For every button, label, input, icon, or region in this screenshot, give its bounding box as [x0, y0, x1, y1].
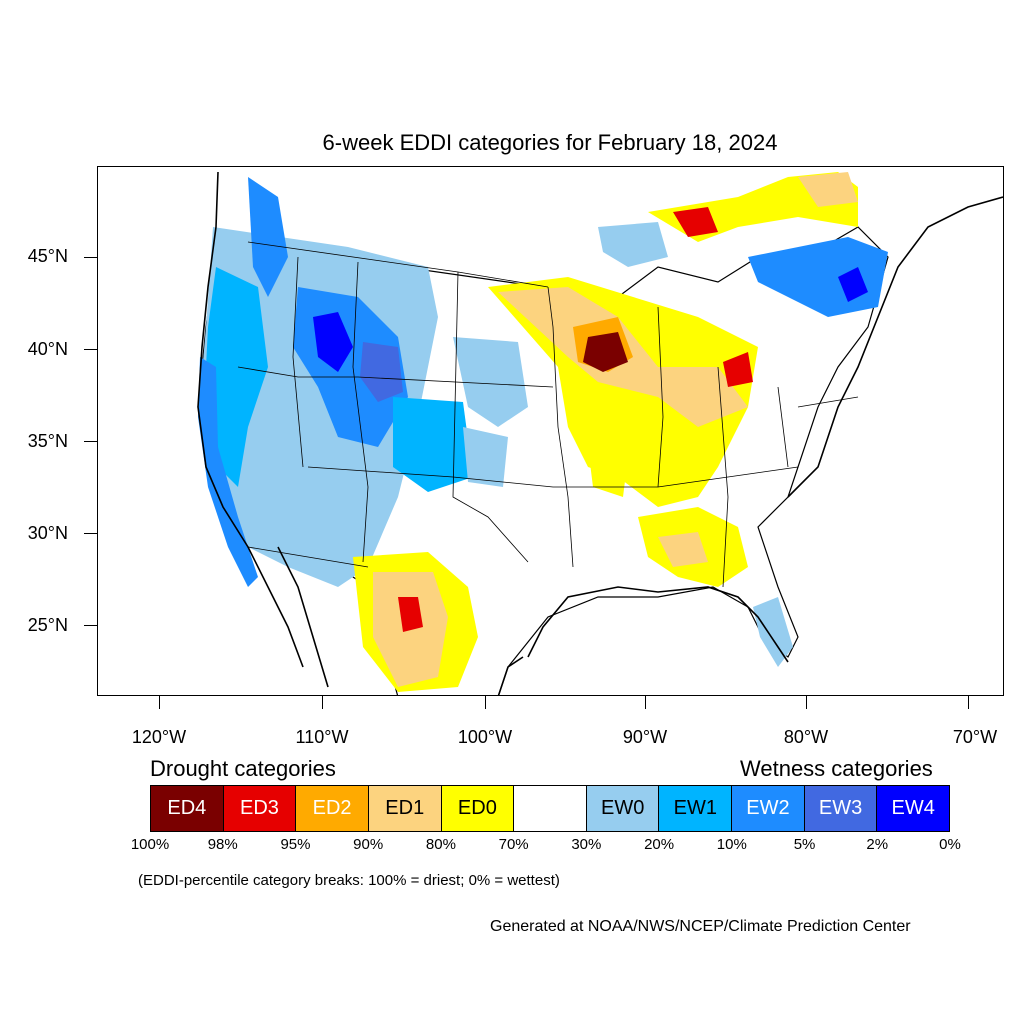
wet-region-idaho-ew4	[313, 312, 353, 372]
legend-swatch-ed3: ED3	[223, 786, 297, 831]
lon-tick-70	[968, 696, 969, 709]
category-legend-bar: ED4 ED3 ED2 ED1 ED0 EW0 EW1 EW2 EW3 EW4	[150, 785, 950, 832]
legend-swatch-ew1: EW1	[659, 786, 733, 831]
wetness-categories-heading: Wetness categories	[740, 756, 933, 781]
drought-region-ontario-ed1	[798, 172, 858, 207]
percentile-break-label: 30%	[571, 836, 602, 853]
lon-tick-120	[159, 696, 160, 709]
lon-label-80: 80°W	[783, 727, 829, 747]
coastlines	[197, 171, 1003, 695]
legend-swatch-ed0: ED0	[441, 786, 515, 831]
percentile-break-label: 95%	[280, 836, 311, 853]
lat-tick-40	[84, 349, 97, 350]
drought-region-southeast-ed1	[658, 532, 708, 567]
wet-region-ontario	[598, 222, 668, 267]
map-title: 6-week EDDI categories for February 18, …	[322, 130, 778, 155]
lat-label-35: 35°N	[27, 431, 68, 451]
lat-tick-25	[84, 625, 97, 626]
drought-region-michigan-ed3	[723, 352, 753, 387]
lon-tick-90	[645, 696, 646, 709]
credit-line: Generated at NOAA/NWS/NCEP/Climate Predi…	[490, 918, 911, 935]
drought-region-wisconsin-ed4	[583, 332, 628, 372]
legend-swatch-neutral	[514, 786, 587, 831]
legend-swatch-ew0: EW0	[586, 786, 660, 831]
legend-swatch-ed2: ED2	[296, 786, 369, 831]
wet-region-plains2	[463, 427, 508, 487]
legend-swatch-ew3: EW3	[804, 786, 878, 831]
percentile-break-label: 2%	[866, 836, 889, 853]
lon-label-90: 90°W	[622, 727, 668, 747]
lon-label-70: 70°W	[952, 727, 998, 747]
legend-swatch-ew2: EW2	[732, 786, 805, 831]
map-panel	[97, 166, 1004, 696]
wet-region-florida	[753, 597, 793, 667]
lat-tick-35	[84, 441, 97, 442]
wet-region-plains	[453, 337, 528, 427]
drought-categories-heading: Drought categories	[150, 756, 336, 781]
percentile-break-label: 70%	[498, 836, 529, 853]
lon-tick-110	[322, 696, 323, 709]
lon-tick-100	[485, 696, 486, 709]
wet-region-west-ew1	[204, 267, 268, 487]
lon-label-110: 110°W	[295, 727, 349, 747]
lat-label-40: 40°N	[27, 339, 68, 359]
legend-swatch-ed1: ED1	[368, 786, 442, 831]
wet-region-colorado	[393, 397, 473, 492]
legend-swatch-ew4: EW4	[877, 786, 950, 831]
percentile-break-label: 100%	[130, 836, 170, 853]
lat-label-45: 45°N	[27, 246, 68, 266]
percentile-break-label: 90%	[353, 836, 384, 853]
percentile-break-label: 0%	[939, 836, 961, 853]
drought-region-mexico-ed3	[398, 597, 423, 632]
wet-region-cal-coast-ew3	[198, 357, 258, 587]
wet-region-west-ew2	[248, 177, 288, 297]
drought-region-superior-ed3	[673, 207, 718, 237]
lon-label-100: 100°W	[457, 727, 513, 747]
percentile-break-label: 98%	[207, 836, 238, 853]
lon-label-120: 120°W	[131, 727, 187, 747]
drought-region-texas-ed0	[588, 447, 628, 497]
lon-tick-80	[806, 696, 807, 709]
wet-region-northeast-ew4	[838, 267, 868, 302]
state-borders	[237, 241, 859, 588]
lat-tick-45	[84, 257, 97, 258]
percentile-break-label: 5%	[793, 836, 816, 853]
category-breaks-note: (EDDI-percentile category breaks: 100% =…	[138, 872, 560, 889]
wet-region-wyoming-ew3	[360, 342, 403, 402]
lat-tick-30	[84, 533, 97, 534]
percentile-break-label: 20%	[644, 836, 675, 853]
percentile-break-label: 80%	[425, 836, 456, 853]
lat-label-30: 30°N	[27, 523, 68, 543]
legend-swatch-ed4: ED4	[151, 786, 224, 831]
lat-label-25: 25°N	[27, 615, 68, 635]
conus-map	[197, 171, 1003, 695]
percentile-break-label: 10%	[716, 836, 747, 853]
